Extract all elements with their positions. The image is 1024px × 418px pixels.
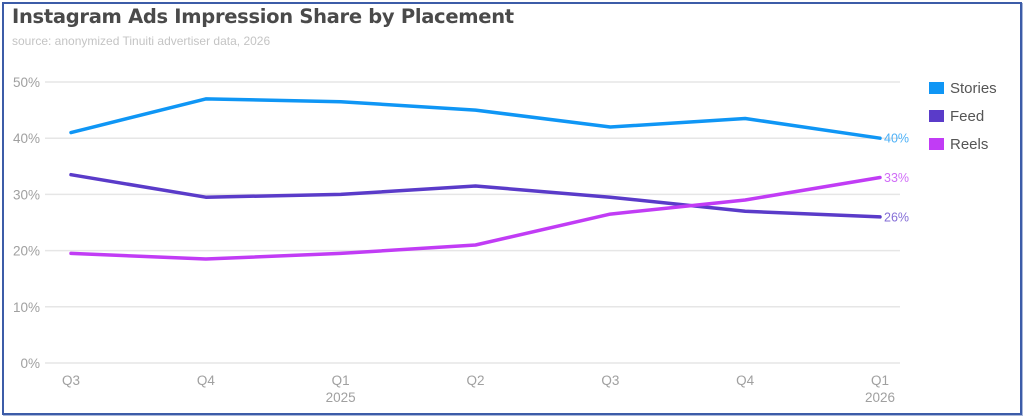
end-labels: 40% 26% 33% (884, 132, 909, 225)
legend-label: Stories (950, 79, 997, 97)
x-tick-label: Q3 (62, 373, 80, 388)
y-tick-label: 30% (13, 187, 40, 202)
y-tick-label: 20% (13, 244, 40, 259)
x-tick-label: Q4 (736, 373, 755, 388)
legend-item-stories[interactable]: Stories (929, 74, 997, 102)
chart-title: Instagram Ads Impression Share by Placem… (12, 5, 514, 28)
legend: Stories Feed Reels (929, 74, 997, 158)
legend-item-reels[interactable]: Reels (929, 130, 997, 158)
legend-label: Feed (950, 107, 985, 125)
x-tick-label: 2026 (865, 390, 895, 405)
y-tick-label: 50% (13, 75, 40, 90)
reels-end-label: 33% (884, 171, 909, 185)
x-axis-ticks: Q3 Q4 Q1 2025 Q2 Q3 Q4 Q1 2026 (62, 373, 895, 405)
chart-subtitle: source: anonymized Tinuiti advertiser da… (12, 34, 271, 48)
reels-swatch-icon (929, 138, 944, 150)
x-tick-label: Q3 (601, 373, 619, 388)
y-tick-label: 10% (13, 300, 40, 315)
feed-swatch-icon (929, 110, 944, 122)
gridlines (45, 81, 900, 364)
y-tick-label: 0% (20, 356, 40, 371)
reels-line[interactable] (69, 175, 882, 261)
y-tick-label: 40% (13, 131, 40, 146)
x-tick-label: Q4 (197, 373, 216, 388)
x-tick-label: 2025 (326, 390, 356, 405)
stories-end-label: 40% (884, 132, 909, 146)
legend-item-feed[interactable]: Feed (929, 102, 997, 130)
x-tick-label: Q2 (466, 373, 484, 388)
stories-line[interactable] (69, 97, 882, 140)
feed-end-label: 26% (884, 210, 909, 224)
legend-label: Reels (950, 135, 989, 153)
x-tick-label: Q1 (332, 373, 350, 388)
stories-swatch-icon (929, 82, 944, 94)
series-lines (69, 97, 882, 261)
y-axis-ticks: 0% 10% 20% 30% 40% 50% (13, 75, 40, 371)
x-tick-label: Q1 (871, 373, 889, 388)
feed-line[interactable] (69, 172, 882, 219)
